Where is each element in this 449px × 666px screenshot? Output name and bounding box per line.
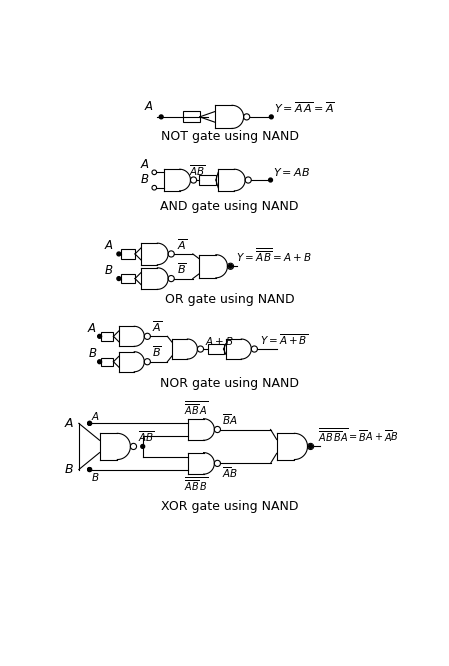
Text: $B$: $B$ [140, 173, 150, 186]
Text: $Y = AB$: $Y = AB$ [273, 166, 310, 178]
Circle shape [98, 334, 101, 338]
Text: $\overline{A}$: $\overline{A}$ [176, 237, 187, 252]
Circle shape [88, 422, 92, 426]
Bar [121, 274, 135, 283]
Text: $B$: $B$ [104, 264, 114, 277]
Circle shape [269, 178, 273, 182]
Text: $B$: $B$ [88, 347, 97, 360]
Text: $A$: $A$ [88, 322, 97, 335]
Circle shape [98, 360, 101, 364]
Text: $\overline{\overline{AB}\,B}$: $\overline{\overline{AB}\,B}$ [184, 476, 208, 494]
Text: $A+B$: $A+B$ [205, 335, 234, 347]
Text: $A$: $A$ [64, 417, 74, 430]
Circle shape [88, 468, 92, 472]
Bar [101, 332, 114, 340]
Text: $\overline{A}B$: $\overline{A}B$ [222, 466, 238, 480]
Text: $\overline{AB}$: $\overline{AB}$ [138, 430, 155, 444]
Text: $A$: $A$ [91, 410, 100, 422]
Circle shape [141, 444, 145, 448]
Text: $A$: $A$ [140, 158, 150, 170]
Text: $A$: $A$ [104, 239, 114, 252]
Text: XOR gate using NAND: XOR gate using NAND [161, 500, 299, 513]
Circle shape [159, 115, 163, 119]
Circle shape [308, 444, 313, 448]
Bar [121, 249, 135, 258]
Text: OR gate using NAND: OR gate using NAND [165, 293, 295, 306]
Text: NOR gate using NAND: NOR gate using NAND [160, 377, 299, 390]
Text: $\overline{AB}$: $\overline{AB}$ [189, 164, 206, 178]
Circle shape [117, 276, 121, 280]
Circle shape [88, 468, 92, 472]
Text: $A$: $A$ [144, 100, 154, 113]
Text: $B$: $B$ [64, 463, 74, 476]
Text: $\overline{B}$: $\overline{B}$ [176, 262, 186, 276]
Text: AND gate using NAND: AND gate using NAND [160, 200, 299, 214]
Circle shape [269, 115, 273, 119]
Bar [199, 174, 216, 185]
Bar [208, 344, 224, 354]
Text: $\overline{B}$: $\overline{B}$ [152, 345, 162, 360]
Text: NOT gate using NAND: NOT gate using NAND [161, 130, 299, 143]
Text: $Y = \overline{A+B}$: $Y = \overline{A+B}$ [260, 332, 308, 347]
Text: $\overline{A}$: $\overline{A}$ [152, 320, 162, 334]
Text: $\overline{\overline{AB}\,\overline{B}A} = \overline{B}A + \overline{A}B$: $\overline{\overline{AB}\,\overline{B}A}… [318, 426, 399, 444]
Text: $Y = \overline{A}\,\overline{A} = \overline{A}$: $Y = \overline{A}\,\overline{A} = \overl… [273, 101, 335, 115]
Circle shape [117, 252, 121, 256]
Bar [101, 358, 114, 366]
Circle shape [88, 422, 92, 426]
Circle shape [229, 264, 233, 268]
Text: $\overline{B}A$: $\overline{B}A$ [222, 412, 238, 427]
Text: $Y = \overline{\overline{A}\,\overline{B}} = A+B$: $Y = \overline{\overline{A}\,\overline{B… [236, 246, 312, 264]
Bar [183, 111, 200, 123]
Text: $B$: $B$ [91, 471, 100, 483]
Text: $\overline{\overline{AB}\,A}$: $\overline{\overline{AB}\,A}$ [184, 400, 208, 417]
